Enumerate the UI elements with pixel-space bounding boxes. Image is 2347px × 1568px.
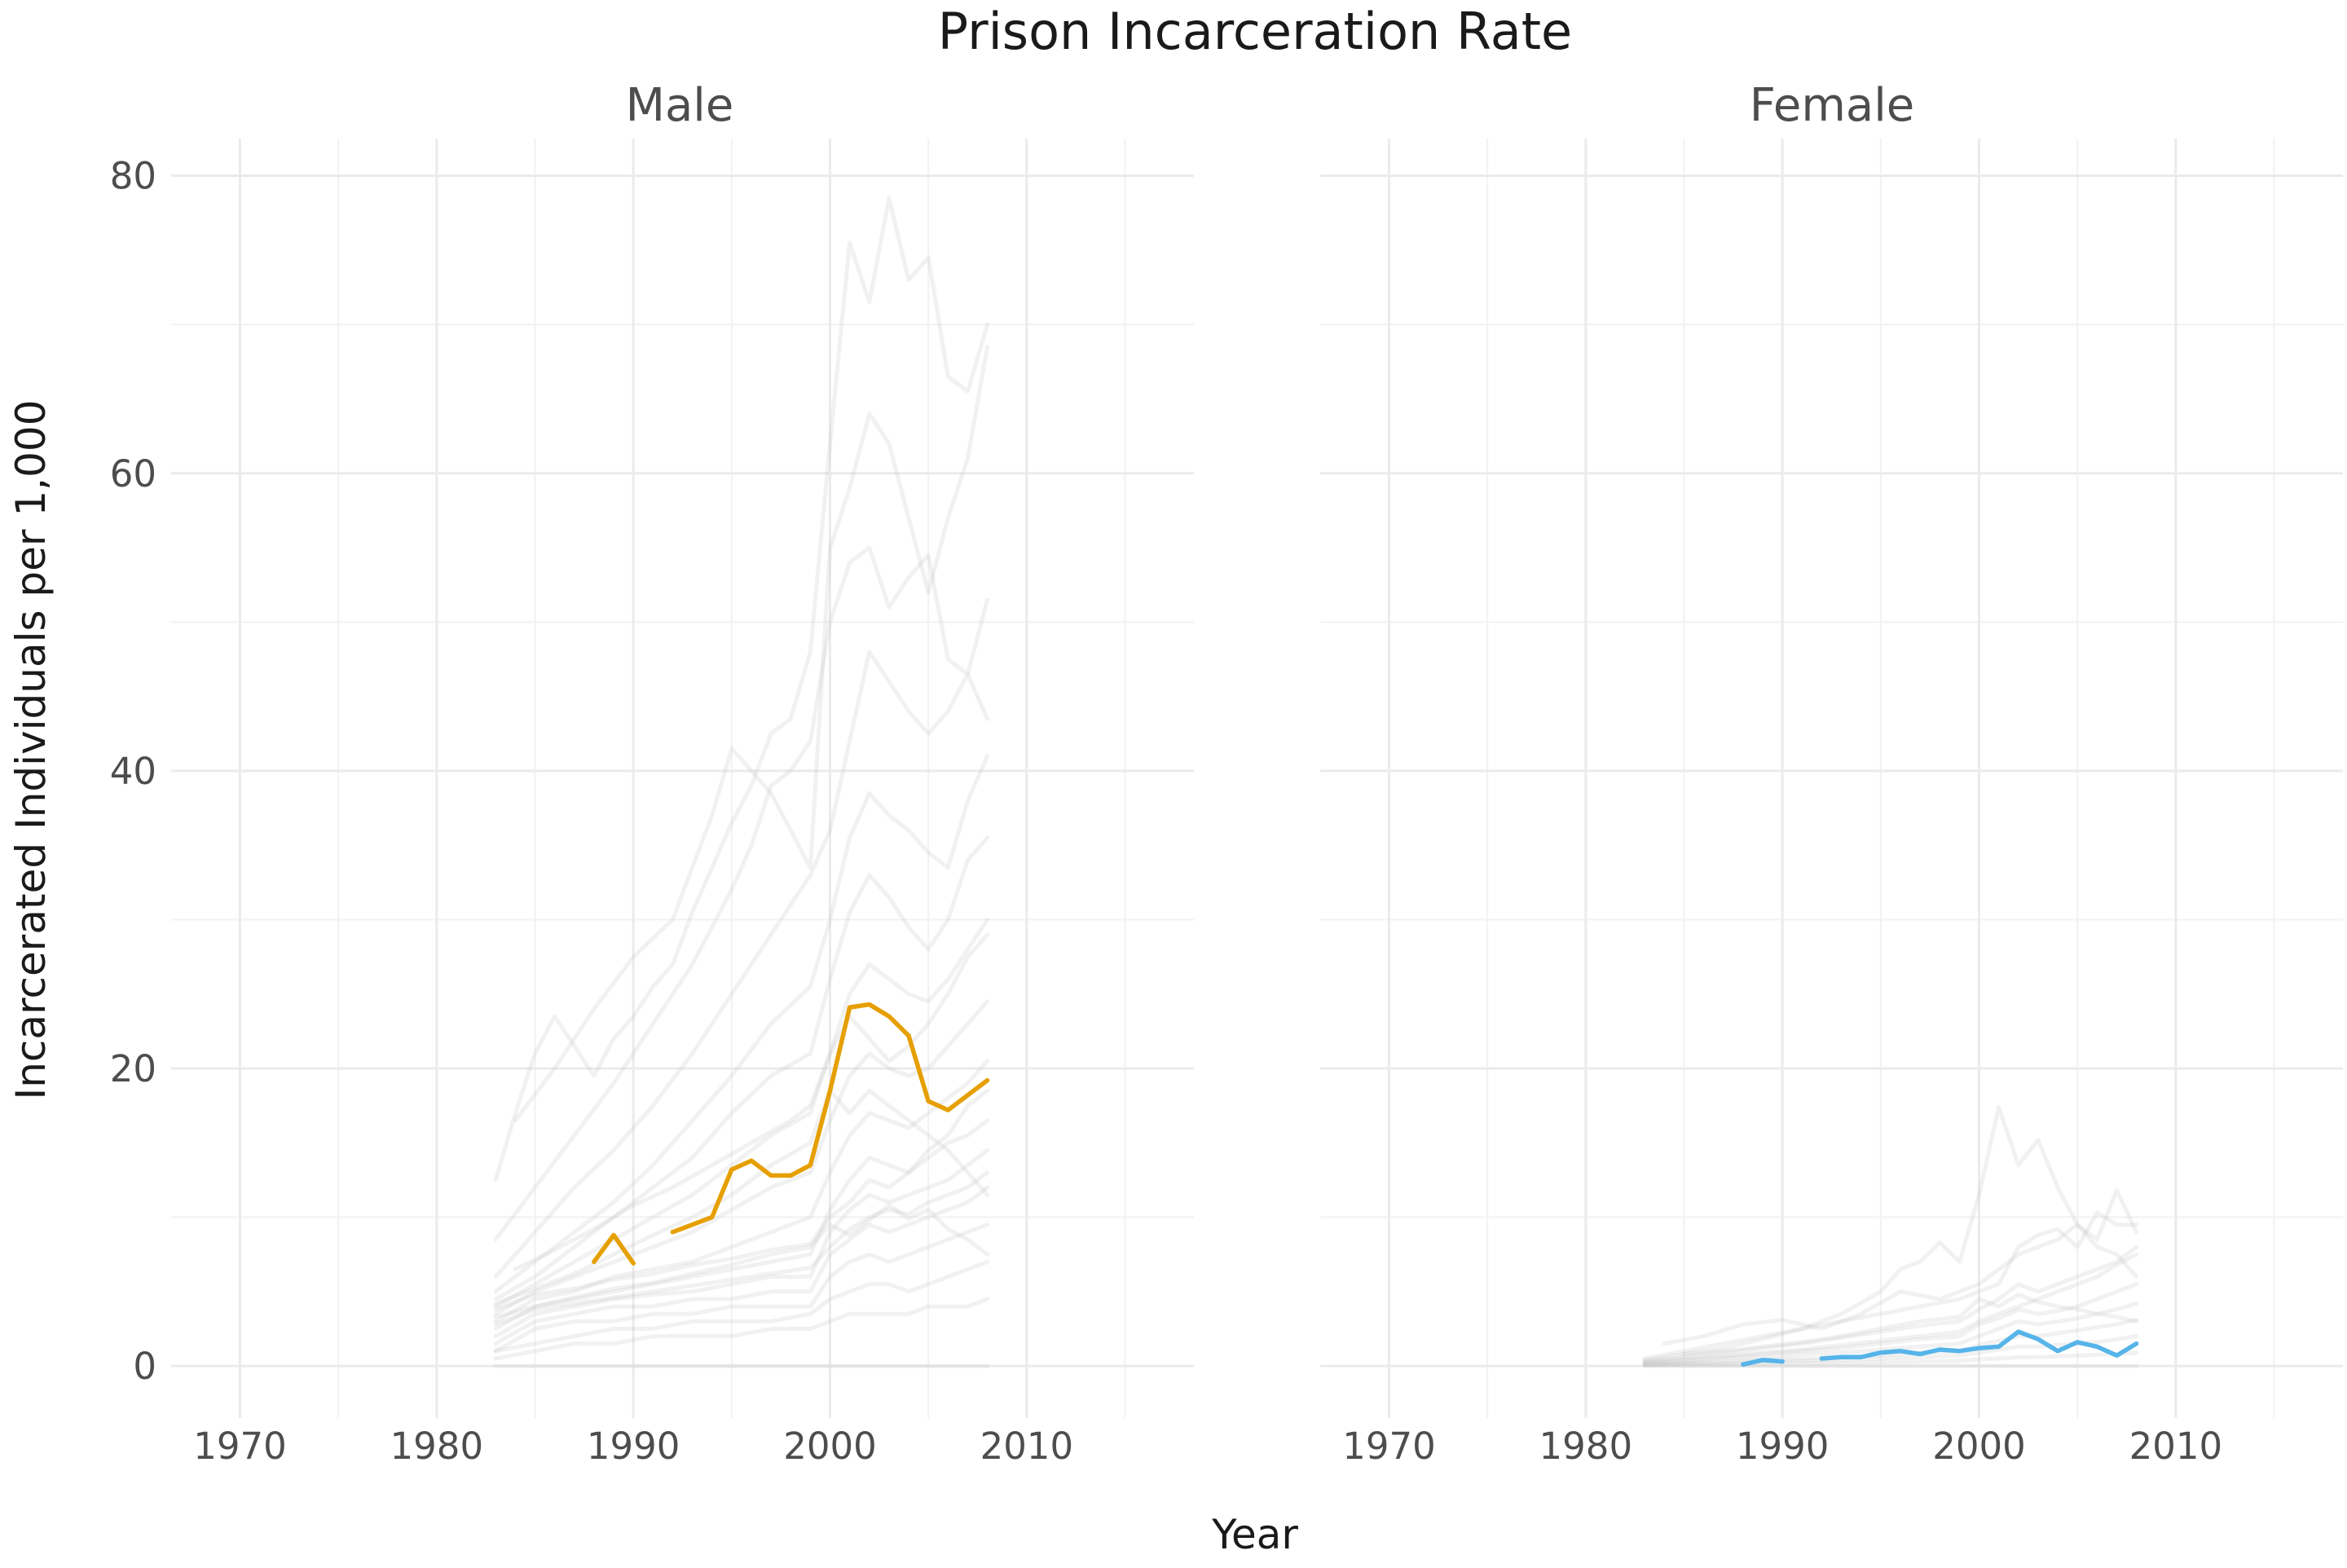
female-background-series-line [1682,1105,2139,1356]
y-tick-label: 60 [110,452,156,496]
male-background-series-line [493,1259,990,1354]
female-background-series-line [1642,1282,2139,1365]
x-tick-label: 1980 [390,1425,484,1468]
male-background-series-line [493,999,990,1316]
male-background-series-line [493,545,990,1242]
male-background-series-line [493,650,990,1280]
male-background-series-line [493,1170,990,1327]
male-background-series-line [493,1185,990,1346]
x-tick-label: 1980 [1539,1425,1633,1468]
x-tick-label: 2010 [980,1425,1074,1468]
x-axis-title: Year [1211,1511,1298,1558]
male-highlight-series-line [592,1002,990,1266]
y-tick-label: 20 [110,1047,156,1090]
male-background-series-line [493,1118,990,1331]
male-background-series-line [493,754,990,1294]
male-background-series-line [493,196,990,1183]
female-background-series-line [1642,1293,2139,1363]
chart-title: Prison Incarceration Rate [938,2,1572,61]
female-background-series-line [1642,1350,2139,1368]
male-background-series-line [513,932,990,1271]
panel-title-female: Female [1750,79,1914,132]
male-background-series-line [493,1088,990,1312]
x-tick-label: 1970 [193,1425,287,1468]
male-background-series-line [493,1222,990,1354]
panel-male: 1970 1980 1990 2000 2010 0 20 40 60 80 [110,139,1194,1468]
y-tick-label: 80 [110,155,156,198]
male-background-series-line [493,1203,990,1319]
male-background-series-line [493,1147,990,1339]
x-tick-label: 2010 [2129,1425,2223,1468]
female-background-series-line [1642,1252,2139,1364]
x-tick-label: 1990 [587,1425,680,1468]
panel-female: 1970 1980 1990 2000 2010 [1320,139,2343,1468]
male-background-series-line [493,835,990,1302]
x-tick-label: 2000 [1932,1425,2026,1468]
y-tick-label: 40 [110,750,156,793]
x-tick-label: 2000 [783,1425,877,1468]
male-background-series-line [493,1297,990,1361]
male-background-series-line [493,1088,990,1306]
y-axis-title: Incarcerated Individuals per 1,000 [7,399,55,1099]
female-background-series-line [1642,1301,2139,1365]
female-background-series-line [1662,1188,2139,1346]
y-tick-label: 0 [133,1345,156,1388]
x-tick-label: 1970 [1342,1425,1436,1468]
female-highlight-series-line [1741,1329,2139,1368]
x-tick-label: 1990 [1736,1425,1830,1468]
male-background-series-line [493,1059,990,1324]
female-background-series-line [1642,1244,2139,1364]
female-background-series-line [1642,1210,2139,1361]
panel-title-male: Male [626,79,734,132]
male-background-series-line [513,345,990,1123]
